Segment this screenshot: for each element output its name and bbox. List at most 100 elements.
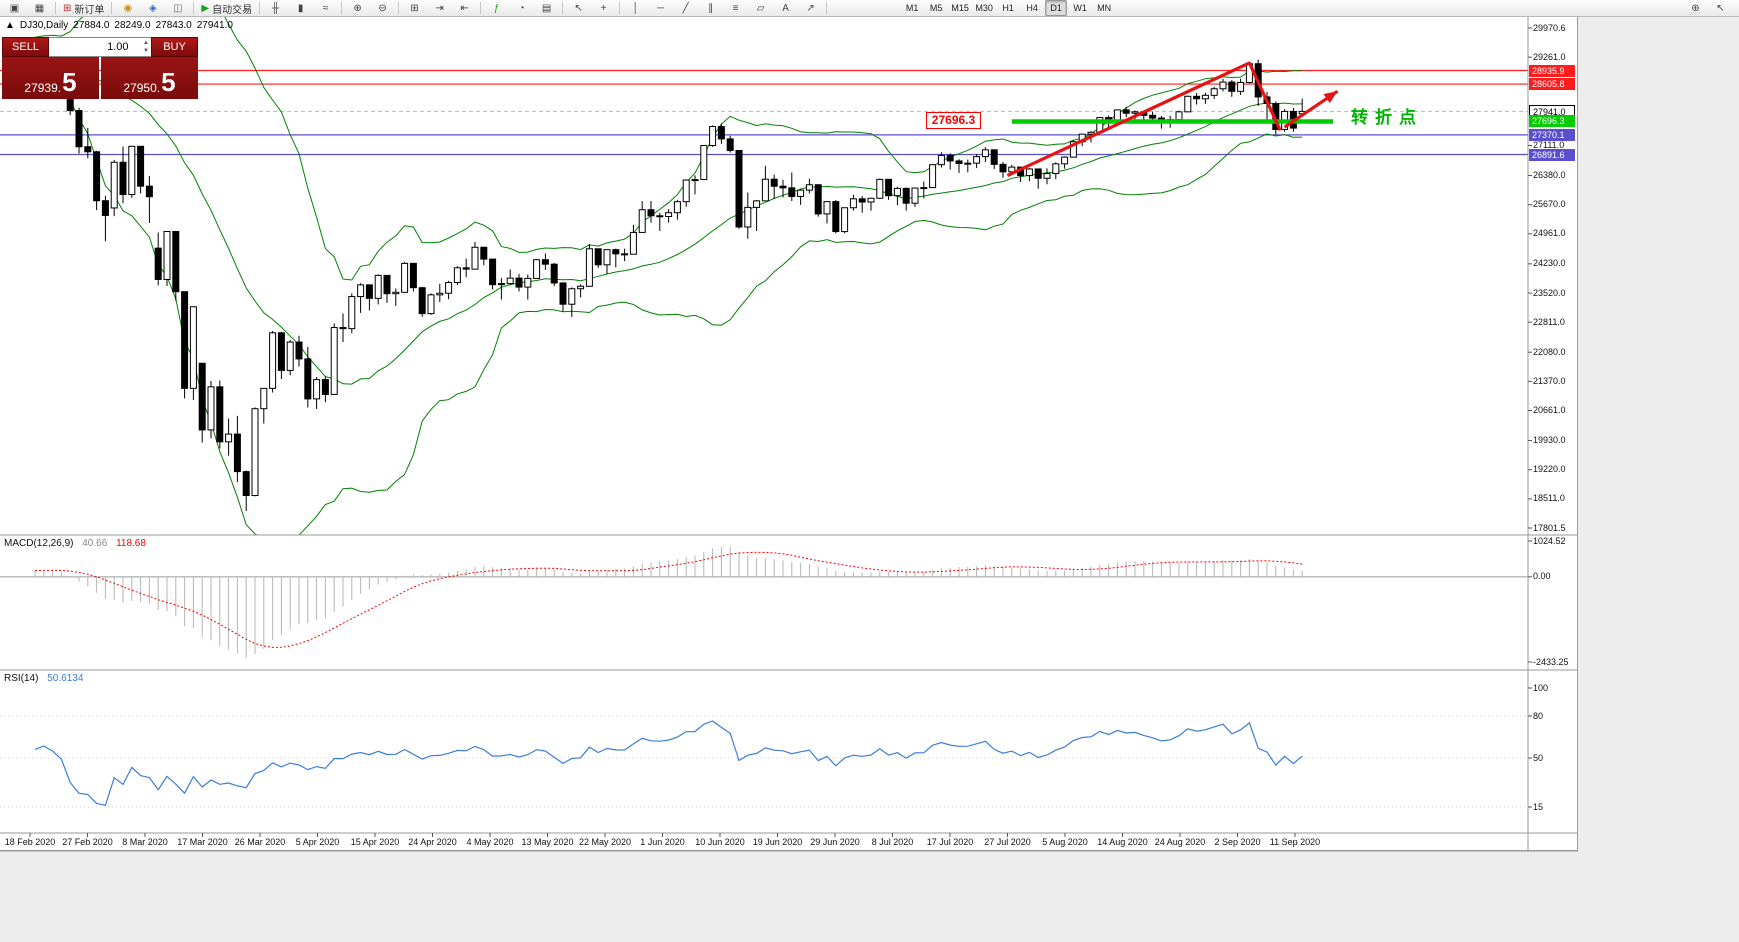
volume-input[interactable] (49, 40, 131, 54)
candlestick (603, 249, 611, 274)
candle-body (937, 154, 945, 166)
bar-chart-icon: ╫ (272, 2, 280, 14)
candlestick (242, 470, 250, 512)
symbol-period-label: DJ30,Daily (19, 20, 69, 31)
horizontal-line-icon[interactable]: ─ (649, 0, 672, 17)
candlestick (981, 147, 989, 162)
zoom-in-icon[interactable]: ⊕ (346, 0, 369, 17)
candle-body (867, 197, 875, 203)
collapse-icon[interactable]: ▲ (5, 20, 15, 31)
templates-icon: ▤ (541, 2, 552, 14)
alerts-icon[interactable]: ◉ (116, 0, 139, 17)
rsi-name: RSI(14) (4, 673, 39, 684)
bar-chart-icon[interactable]: ╫ (264, 0, 287, 17)
volume-box: ▲ ▼ (49, 37, 151, 57)
candlestick (594, 248, 602, 268)
auto-scroll-icon[interactable]: ⇥ (428, 0, 451, 17)
periods-icon: ◔ (518, 2, 525, 14)
candlestick (788, 172, 796, 202)
ask-price[interactable]: 27950. 5 (101, 57, 198, 99)
timeframe-button-h4[interactable]: H4 (1026, 3, 1038, 13)
candlestick (489, 258, 497, 290)
new-order-button[interactable]: ⊞ 新订单 (60, 0, 107, 17)
timeframe-button-h1[interactable]: H1 (1002, 3, 1014, 13)
timeframe-button-w1[interactable]: W1 (1073, 3, 1087, 13)
candlestick (902, 187, 910, 211)
spinner-up-icon[interactable]: ▲ (143, 40, 149, 46)
candlestick-icon[interactable]: ▮ (289, 0, 312, 17)
candle-body (779, 185, 787, 189)
profiles-icon[interactable]: ▦ (28, 0, 51, 17)
candlestick (665, 209, 673, 223)
horizontal-line-icon: ─ (657, 2, 665, 14)
candlestick (145, 176, 153, 223)
candlestick (392, 288, 400, 306)
navigator-icon[interactable]: ◫ (166, 0, 189, 17)
candlestick (709, 125, 717, 147)
trendline-icon[interactable]: ╱ (674, 0, 697, 17)
candle-body (321, 379, 329, 395)
buy-button[interactable]: BUY (151, 37, 198, 57)
market-depth-icon[interactable]: ◈ (141, 0, 164, 17)
bid-price[interactable]: 27939. 5 (2, 57, 99, 99)
candlestick (999, 162, 1007, 178)
candle-body (1175, 111, 1183, 121)
candle-body (93, 151, 101, 202)
candlestick (929, 164, 937, 189)
spinner-down-icon[interactable]: ▼ (143, 48, 149, 54)
candle-body (638, 209, 646, 233)
crosshair-icon[interactable]: + (592, 0, 615, 17)
periods-icon[interactable]: ◔ (510, 0, 533, 17)
candle-body (207, 386, 215, 431)
timeframe-button-m15[interactable]: M15 (951, 3, 969, 13)
timeframe-button-d1[interactable]: D1 (1045, 0, 1068, 16)
candle-body (295, 341, 303, 360)
arrow-tools-icon[interactable]: ↗ (799, 0, 822, 17)
toolbar-separator (111, 2, 113, 14)
timeframe-button-m1[interactable]: M1 (905, 3, 919, 13)
tile-windows-icon[interactable]: ⊞ (403, 0, 426, 17)
candlestick (110, 159, 118, 217)
rsi-indicator-label: RSI(14) 50.6134 (4, 673, 83, 684)
timeframe-button-mn[interactable]: MN (1097, 3, 1112, 13)
candlestick (181, 291, 189, 399)
candlestick (1201, 92, 1209, 104)
timeframe-button-m30[interactable]: M30 (975, 3, 993, 13)
chart-shift-icon[interactable]: ⇤ (453, 0, 476, 17)
fibonacci-icon[interactable]: ≡ (724, 0, 747, 17)
zoom-out-icon[interactable]: ⊖ (371, 0, 394, 17)
pointer-icon[interactable]: ↖ (1709, 0, 1732, 17)
cursor-icon[interactable]: ↖ (567, 0, 590, 17)
line-chart-icon[interactable]: ≈ (314, 0, 337, 17)
arrow-tools-icon: ↗ (806, 2, 815, 14)
templates-icon[interactable]: ▤ (535, 0, 558, 17)
channel-icon[interactable]: ∥ (699, 0, 722, 17)
candlestick (189, 306, 197, 400)
trend-arrow-line (1006, 61, 1251, 177)
text-icon[interactable]: A (774, 0, 797, 17)
indicators-icon[interactable]: ƒ (485, 0, 508, 17)
candlestick (418, 286, 426, 317)
candlestick (585, 243, 593, 287)
search-icon[interactable]: ⊕ (1684, 0, 1707, 17)
candle-body (559, 282, 567, 305)
low-value: 27843.0 (155, 20, 192, 31)
bollinger-upper-band (34, 17, 1303, 281)
new-chart-icon[interactable]: ▣ (3, 0, 26, 17)
support-level-price-label[interactable]: 27696.3 (925, 112, 982, 130)
toolbar-separator (259, 2, 261, 14)
candlestick (401, 261, 409, 293)
vertical-line-icon[interactable]: │ (624, 0, 647, 17)
candle-body (647, 209, 655, 217)
timeframe-button-m5[interactable]: M5 (929, 3, 943, 13)
candle-body (462, 267, 470, 270)
volume-spinner[interactable]: ▲ ▼ (143, 39, 149, 55)
candlestick (383, 274, 391, 303)
candlestick (172, 230, 180, 301)
sell-button[interactable]: SELL (2, 37, 49, 57)
high-value: 28249.0 (114, 20, 151, 31)
shapes-icon[interactable]: ▱ (749, 0, 772, 17)
autotrading-button[interactable]: ▶ 自动交易 (198, 0, 255, 17)
chart-window[interactable] (0, 17, 1578, 851)
